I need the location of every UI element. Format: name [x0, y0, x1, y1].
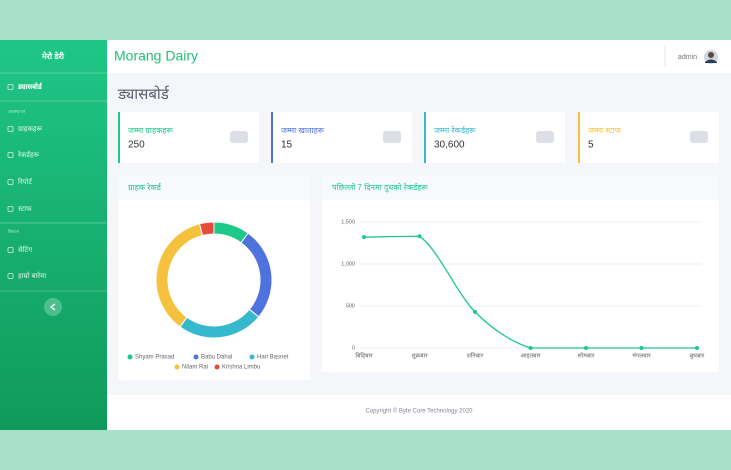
sidebar-brand: मेरो डेरी	[41, 51, 65, 61]
topbar	[107, 40, 731, 73]
menu-item[interactable]: ड्यासबोर्ड	[17, 82, 43, 91]
menu-section: व्यवस्थापन	[8, 109, 26, 114]
menu-icon	[7, 179, 14, 185]
menu-item[interactable]: स्टाफ	[18, 206, 32, 213]
legend-label: Krishna Limbu	[222, 365, 260, 371]
card-value: 250	[128, 140, 145, 151]
menu-icon	[7, 206, 14, 212]
card-value: 15	[281, 140, 293, 151]
x-tick-label: शनिबार	[467, 352, 484, 360]
menu-icon	[7, 152, 14, 158]
card-accent	[578, 112, 580, 163]
avatar-body	[705, 59, 717, 63]
x-tick-label: मंगलबार	[632, 353, 651, 360]
line-point	[417, 234, 422, 239]
card-header	[322, 176, 719, 200]
footer	[107, 395, 731, 430]
menu-icon	[7, 126, 14, 132]
legend-label: Shyam Prasad	[135, 355, 174, 361]
x-tick-label: बिहिबार	[355, 352, 373, 360]
line-point	[362, 235, 366, 240]
x-tick-label: बुधबार	[690, 354, 705, 360]
card-accent	[424, 112, 426, 163]
line-point	[473, 309, 477, 314]
menu-item[interactable]: हाम्रो बारेमा	[18, 271, 46, 280]
card-label: जम्मा ग्राहकहरू	[128, 126, 174, 135]
menu-item[interactable]: रिपोर्ट	[18, 177, 33, 186]
menu-item[interactable]: रेकर्डहरू	[18, 150, 40, 159]
y-tick-label: 1,000	[341, 261, 355, 267]
line-point	[528, 346, 533, 350]
y-tick-label: 0	[352, 345, 355, 351]
sidebar-toggle[interactable]	[44, 298, 62, 316]
avatar-head	[708, 52, 714, 58]
card-title: पछिल्लो 7 दिनमा दुधको रेकर्डहरू	[332, 182, 429, 193]
card-icon	[536, 131, 554, 143]
card-title: ग्राहक रेकर्ड	[128, 182, 162, 192]
card-value: 30,600	[434, 140, 465, 151]
legend-swatch	[193, 354, 199, 360]
toggle-icon	[49, 303, 56, 311]
legend-swatch	[214, 364, 220, 370]
menu-item[interactable]: सेटिंग	[18, 245, 33, 254]
y-tick-label: 1,500	[341, 219, 355, 225]
legend-label: Babu Dahal	[201, 355, 232, 361]
legend-swatch	[127, 354, 133, 360]
card-accent	[118, 112, 120, 163]
card-icon	[690, 131, 708, 143]
legend-label: Hari Basnet	[257, 355, 289, 361]
line-point	[584, 346, 588, 350]
donut-slice	[198, 221, 215, 237]
menu-icon	[7, 273, 14, 279]
x-tick-label: शुक्रबार	[411, 354, 428, 360]
sidebar	[0, 40, 107, 430]
legend-swatch	[249, 354, 255, 360]
legend-swatch	[174, 364, 180, 370]
card-accent	[271, 112, 273, 163]
x-tick-label: आइतबार	[521, 354, 541, 360]
menu-icon	[7, 247, 14, 253]
card-icon	[383, 131, 401, 143]
menu-section: सिस्टम	[8, 228, 19, 234]
card-label: जम्मा रेकर्डहरू	[434, 125, 476, 135]
brand-title: Morang Dairy	[114, 48, 198, 64]
x-tick-label: सोमबार	[578, 352, 595, 360]
card-icon	[230, 131, 248, 143]
line-card	[322, 176, 719, 372]
card-header	[118, 176, 310, 200]
y-tick-label: 500	[346, 303, 355, 309]
card-value: 5	[588, 140, 594, 151]
legend-label: Nilam Rai	[182, 365, 208, 371]
menu-item[interactable]: ग्राहकहरू	[18, 126, 43, 133]
line-point	[639, 346, 644, 350]
footer-text: Copyright © Byte Core Technology 2020	[365, 408, 473, 415]
donut-card	[118, 176, 310, 380]
card-label: जम्मा खाताहरू	[281, 126, 325, 135]
card-label: जम्मा स्टाफ	[588, 126, 622, 135]
menu-icon	[7, 84, 14, 90]
page-title: ड्यासबोर्ड	[117, 85, 170, 103]
line-point	[695, 346, 699, 350]
user-name[interactable]: admin	[678, 54, 697, 61]
